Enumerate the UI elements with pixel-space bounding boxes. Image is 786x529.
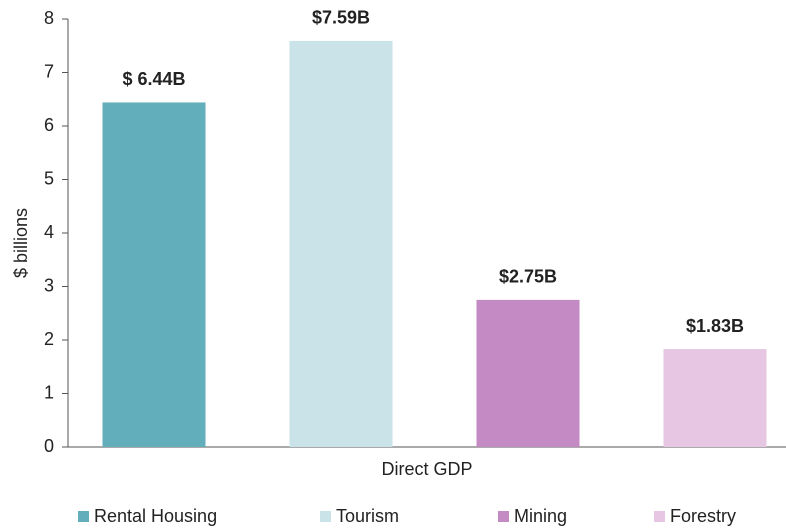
bar	[476, 299, 580, 447]
bar	[102, 102, 206, 448]
y-tick-label: 8	[44, 8, 54, 28]
value-label: $ 6.44B	[122, 69, 185, 89]
legend-swatch	[320, 511, 331, 522]
legend-label: Rental Housing	[94, 506, 217, 526]
y-tick-label: 3	[44, 275, 54, 295]
y-tick-label: 6	[44, 115, 54, 135]
legend-swatch	[78, 511, 89, 522]
legend-swatch	[498, 511, 509, 522]
legend-label: Tourism	[336, 506, 399, 526]
y-tick-label: 0	[44, 436, 54, 456]
value-label: $2.75B	[499, 267, 557, 287]
y-tick-label: 5	[44, 168, 54, 188]
legend-label: Mining	[514, 506, 567, 526]
y-tick-label: 1	[44, 382, 54, 402]
x-tick-label: Direct GDP	[381, 459, 472, 479]
y-tick-label: 2	[44, 329, 54, 349]
y-tick-label: 4	[44, 222, 54, 242]
bar	[289, 40, 393, 448]
y-axis-label: $ billions	[11, 208, 31, 278]
legend-label: Forestry	[670, 506, 736, 526]
y-tick-label: 7	[44, 61, 54, 81]
value-label: $7.59B	[312, 8, 370, 28]
value-label: $1.83B	[686, 316, 744, 336]
bar	[663, 349, 767, 447]
legend-swatch	[654, 511, 665, 522]
